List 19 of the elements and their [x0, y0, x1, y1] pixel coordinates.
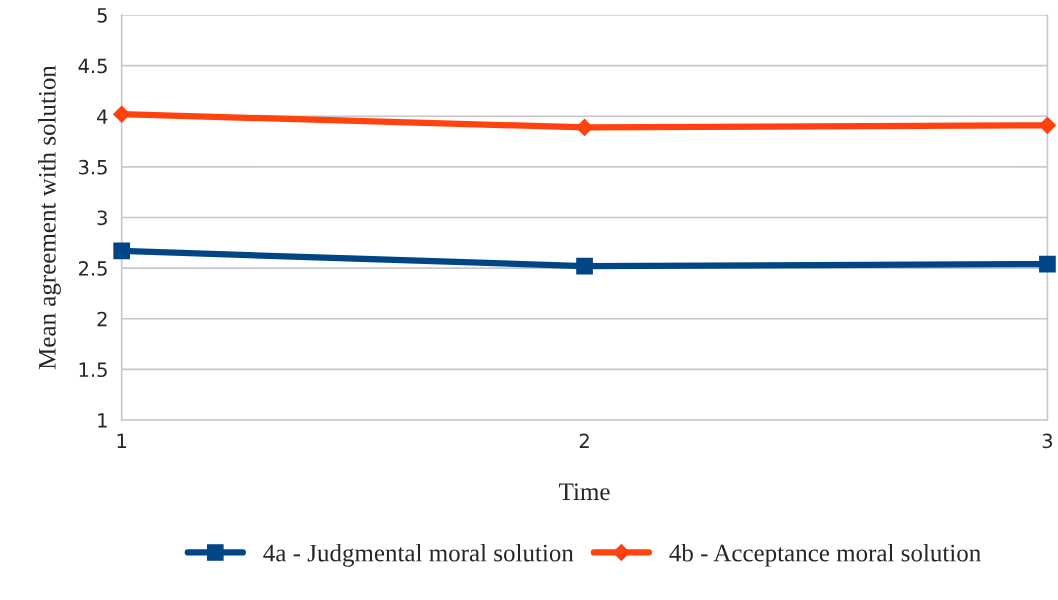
point [1039, 255, 1056, 273]
x-tick-label: 2 [579, 433, 589, 448]
x-tick-label: 1 [117, 433, 127, 448]
y-tick-label: 3 [97, 210, 107, 226]
legend-label: 4a - Judgmental moral solution [263, 543, 574, 567]
y-tick-label: 5 [97, 8, 107, 23]
y-tick-label: 4 [97, 109, 108, 124]
y-axis-title: Mean agreement with solution [38, 65, 61, 370]
y-tick-label: 4.5 [78, 58, 107, 74]
y-tick-label: 1 [98, 413, 107, 428]
y-tick-label: 1.5 [79, 362, 107, 378]
y-tick-label: 2.5 [78, 261, 107, 276]
x-axis-title: Time [559, 483, 610, 501]
y-tick-label: 2 [97, 311, 107, 327]
legend-label: 4b - Acceptance moral solution [669, 543, 981, 567]
y-tick-label: 3.5 [79, 159, 107, 175]
x-tick-label: 3 [1042, 433, 1053, 449]
point [113, 242, 131, 260]
point [576, 257, 593, 275]
